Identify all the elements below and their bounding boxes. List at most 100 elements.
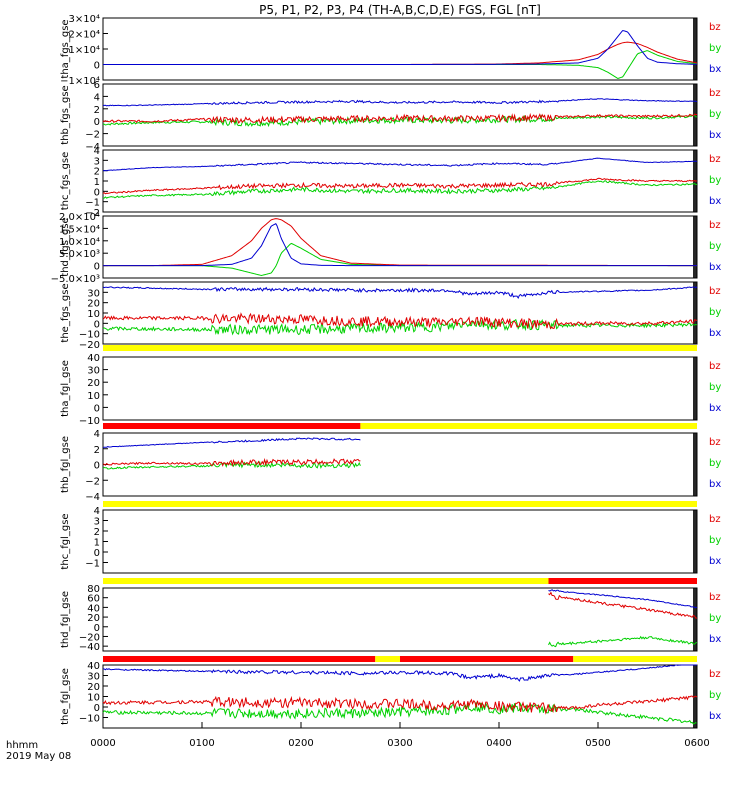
y-tick-label: 40 bbox=[87, 603, 100, 614]
series-line-bx bbox=[102, 664, 697, 682]
legend-bz: bz bbox=[709, 220, 721, 231]
y-axis-label: thc_fgl_gse bbox=[60, 513, 71, 569]
y-tick-label: −2 bbox=[85, 476, 100, 487]
y-tick-label: 0 bbox=[94, 187, 100, 198]
y-tick-label: 0 bbox=[94, 61, 100, 72]
status-segment bbox=[400, 656, 574, 662]
date-label: 2019 May 08 bbox=[6, 751, 71, 762]
x-tick-label: 0500 bbox=[585, 738, 610, 749]
legend-bz: bz bbox=[709, 361, 721, 372]
legend-bz: bz bbox=[709, 22, 721, 33]
y-tick-label: 1.0×10⁴ bbox=[59, 237, 100, 248]
y-axis-label: tha_fgl_gse bbox=[60, 360, 71, 417]
series-line-bz bbox=[103, 218, 697, 267]
y-tick-label: −1 bbox=[85, 559, 100, 570]
y-tick-label: 2 bbox=[94, 105, 100, 116]
y-tick-label: 40 bbox=[87, 661, 100, 672]
y-tick-label: 0 bbox=[94, 623, 100, 634]
y-tick-label: 5.0×10³ bbox=[59, 249, 100, 260]
legend-by: by bbox=[709, 382, 721, 393]
right-edge-ticks bbox=[693, 84, 697, 146]
right-edge-ticks bbox=[693, 216, 697, 278]
series-line-bx bbox=[102, 157, 698, 172]
y-tick-label: 3 bbox=[94, 156, 100, 167]
y-tick-label: 3 bbox=[94, 517, 100, 528]
right-edge-ticks bbox=[693, 18, 697, 80]
y-tick-label: −40 bbox=[79, 642, 100, 653]
y-tick-label: −20 bbox=[79, 632, 100, 643]
series-line-bz bbox=[103, 41, 698, 65]
legend-bz: bz bbox=[709, 514, 721, 525]
y-axis-label: the_fgs_gse bbox=[60, 283, 71, 342]
panel-frame bbox=[102, 215, 698, 279]
panel-thb_fgs_gse: −4−2 02 46 thb_fgs_gse bz by bx bbox=[60, 80, 721, 153]
legend-by: by bbox=[709, 175, 721, 186]
series-line-bx bbox=[548, 589, 698, 609]
y-tick-label: −20 bbox=[79, 340, 100, 351]
series-line-bx bbox=[103, 223, 697, 267]
status-segment bbox=[103, 345, 697, 351]
y-tick-label: 0 bbox=[94, 262, 100, 273]
legend-bz: bz bbox=[709, 88, 721, 99]
y-tick-label: 4 bbox=[94, 146, 100, 157]
legend-bx: bx bbox=[709, 403, 721, 414]
x-tick-label: 0100 bbox=[189, 738, 214, 749]
time-axis-label: hhmm bbox=[6, 740, 38, 751]
legend-bz: bz bbox=[709, 592, 721, 603]
series-line-bz bbox=[548, 591, 698, 619]
legend-bx: bx bbox=[709, 556, 721, 567]
legend-bz: bz bbox=[709, 154, 721, 165]
right-edge-ticks bbox=[693, 433, 697, 496]
y-tick-label: 0 bbox=[94, 403, 100, 414]
series-line-bx bbox=[102, 98, 698, 107]
y-tick-label: 2.0×10⁴ bbox=[59, 212, 100, 223]
y-axis-label: thb_fgl_gse bbox=[60, 436, 71, 493]
status-segment bbox=[103, 578, 549, 584]
legend-by: by bbox=[709, 458, 721, 469]
panel-thb_fgl_gse: −4 −2 0 2 4 thb_fgl_gse bz by bx bbox=[60, 429, 721, 503]
y-tick-label: 20 bbox=[87, 613, 100, 624]
series-line-bz bbox=[102, 177, 698, 195]
status-segment bbox=[360, 423, 697, 429]
x-tick-label: 0300 bbox=[387, 738, 412, 749]
y-tick-label: −2 bbox=[85, 208, 100, 219]
legend-bx: bx bbox=[709, 328, 721, 339]
status-bar bbox=[103, 578, 697, 584]
y-tick-label: 0 bbox=[94, 117, 100, 128]
legend-bx: bx bbox=[709, 479, 721, 490]
status-segment bbox=[573, 656, 697, 662]
series-line-by bbox=[102, 180, 698, 199]
y-axis-label: thc_fgs_gse bbox=[60, 152, 71, 211]
y-tick-label: 20 bbox=[87, 682, 100, 693]
y-tick-label: 3×10⁴ bbox=[69, 14, 100, 25]
y-axis-label: tha_fgs_gse bbox=[60, 19, 71, 78]
plot-title: P5, P1, P2, P3, P4 (TH-A,B,C,D,E) FGS, F… bbox=[259, 3, 541, 17]
legend-bz: bz bbox=[709, 286, 721, 297]
series-line-bx bbox=[102, 286, 698, 300]
y-tick-label: 20 bbox=[87, 299, 100, 310]
y-tick-label: −1×10⁴ bbox=[60, 76, 100, 87]
y-tick-label: 1 bbox=[94, 538, 100, 549]
y-tick-label: −10 bbox=[79, 416, 100, 427]
legend-bx: bx bbox=[709, 711, 721, 722]
y-tick-label: 0 bbox=[94, 703, 100, 714]
y-axis-label: the_fgl_gse bbox=[60, 668, 71, 725]
series-line-by bbox=[102, 701, 698, 725]
series-line-bx bbox=[102, 437, 361, 448]
series-line-by bbox=[103, 242, 697, 277]
status-bar bbox=[103, 345, 697, 351]
y-tick-label: 2 bbox=[94, 445, 100, 456]
y-tick-label: −2 bbox=[85, 130, 100, 141]
y-tick-label: 1.5×10⁴ bbox=[59, 224, 100, 235]
y-axis-label: thd_fgl_gse bbox=[60, 591, 71, 648]
legend-by: by bbox=[709, 690, 721, 701]
legend-by: by bbox=[709, 307, 721, 318]
legend-by: by bbox=[709, 241, 721, 252]
